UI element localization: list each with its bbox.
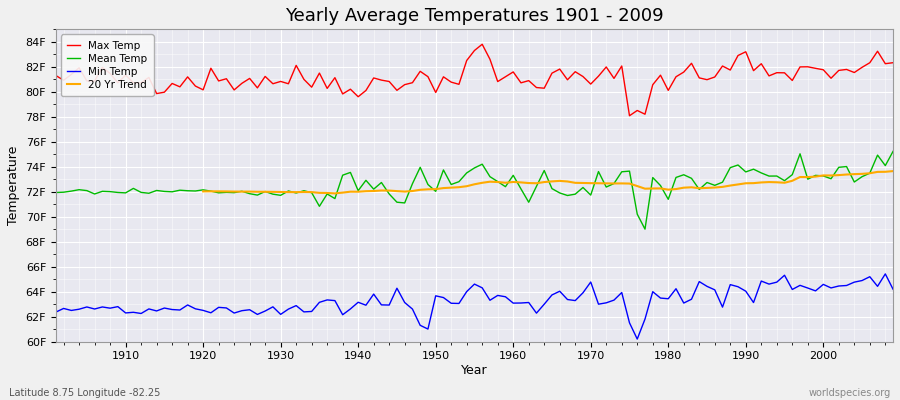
- Max Temp: [516, 80, 526, 85]
- Mean Temp: [500, 184, 511, 189]
- Mean Temp: [283, 188, 293, 193]
- Mean Temp: [50, 190, 61, 195]
- 20 Yr Trend: [795, 175, 806, 180]
- Max Temp: [624, 113, 634, 118]
- Max Temp: [283, 81, 293, 86]
- Min Temp: [880, 272, 891, 276]
- Line: 20 Yr Trend: 20 Yr Trend: [203, 171, 893, 193]
- Mean Temp: [329, 196, 340, 201]
- Mean Temp: [887, 149, 898, 154]
- Max Temp: [50, 73, 61, 78]
- Min Temp: [500, 294, 511, 299]
- 20 Yr Trend: [779, 180, 790, 185]
- 20 Yr Trend: [198, 189, 209, 194]
- Min Temp: [601, 300, 612, 305]
- Legend: Max Temp, Mean Temp, Min Temp, 20 Yr Trend: Max Temp, Mean Temp, Min Temp, 20 Yr Tre…: [61, 34, 154, 96]
- Mean Temp: [508, 173, 518, 178]
- Line: Min Temp: Min Temp: [56, 274, 893, 339]
- Text: Latitude 8.75 Longitude -82.25: Latitude 8.75 Longitude -82.25: [9, 388, 160, 398]
- Min Temp: [887, 287, 898, 292]
- Mean Temp: [601, 185, 612, 190]
- 20 Yr Trend: [887, 169, 898, 174]
- Min Temp: [329, 298, 340, 303]
- Line: Max Temp: Max Temp: [56, 44, 893, 116]
- Max Temp: [887, 60, 898, 65]
- Max Temp: [608, 76, 619, 81]
- Title: Yearly Average Temperatures 1901 - 2009: Yearly Average Temperatures 1901 - 2009: [285, 7, 664, 25]
- X-axis label: Year: Year: [461, 364, 488, 377]
- Text: worldspecies.org: worldspecies.org: [809, 388, 891, 398]
- Max Temp: [508, 70, 518, 74]
- Min Temp: [283, 307, 293, 312]
- Max Temp: [112, 80, 123, 85]
- Min Temp: [508, 301, 518, 306]
- 20 Yr Trend: [415, 188, 426, 192]
- Mean Temp: [640, 227, 651, 232]
- Max Temp: [329, 75, 340, 80]
- Min Temp: [632, 337, 643, 342]
- Y-axis label: Temperature: Temperature: [7, 146, 20, 225]
- Max Temp: [477, 42, 488, 47]
- 20 Yr Trend: [329, 191, 340, 196]
- Min Temp: [50, 310, 61, 314]
- Line: Mean Temp: Mean Temp: [56, 151, 893, 229]
- 20 Yr Trend: [291, 190, 302, 194]
- Min Temp: [112, 304, 123, 309]
- 20 Yr Trend: [864, 171, 875, 176]
- Mean Temp: [112, 190, 123, 195]
- 20 Yr Trend: [686, 185, 697, 190]
